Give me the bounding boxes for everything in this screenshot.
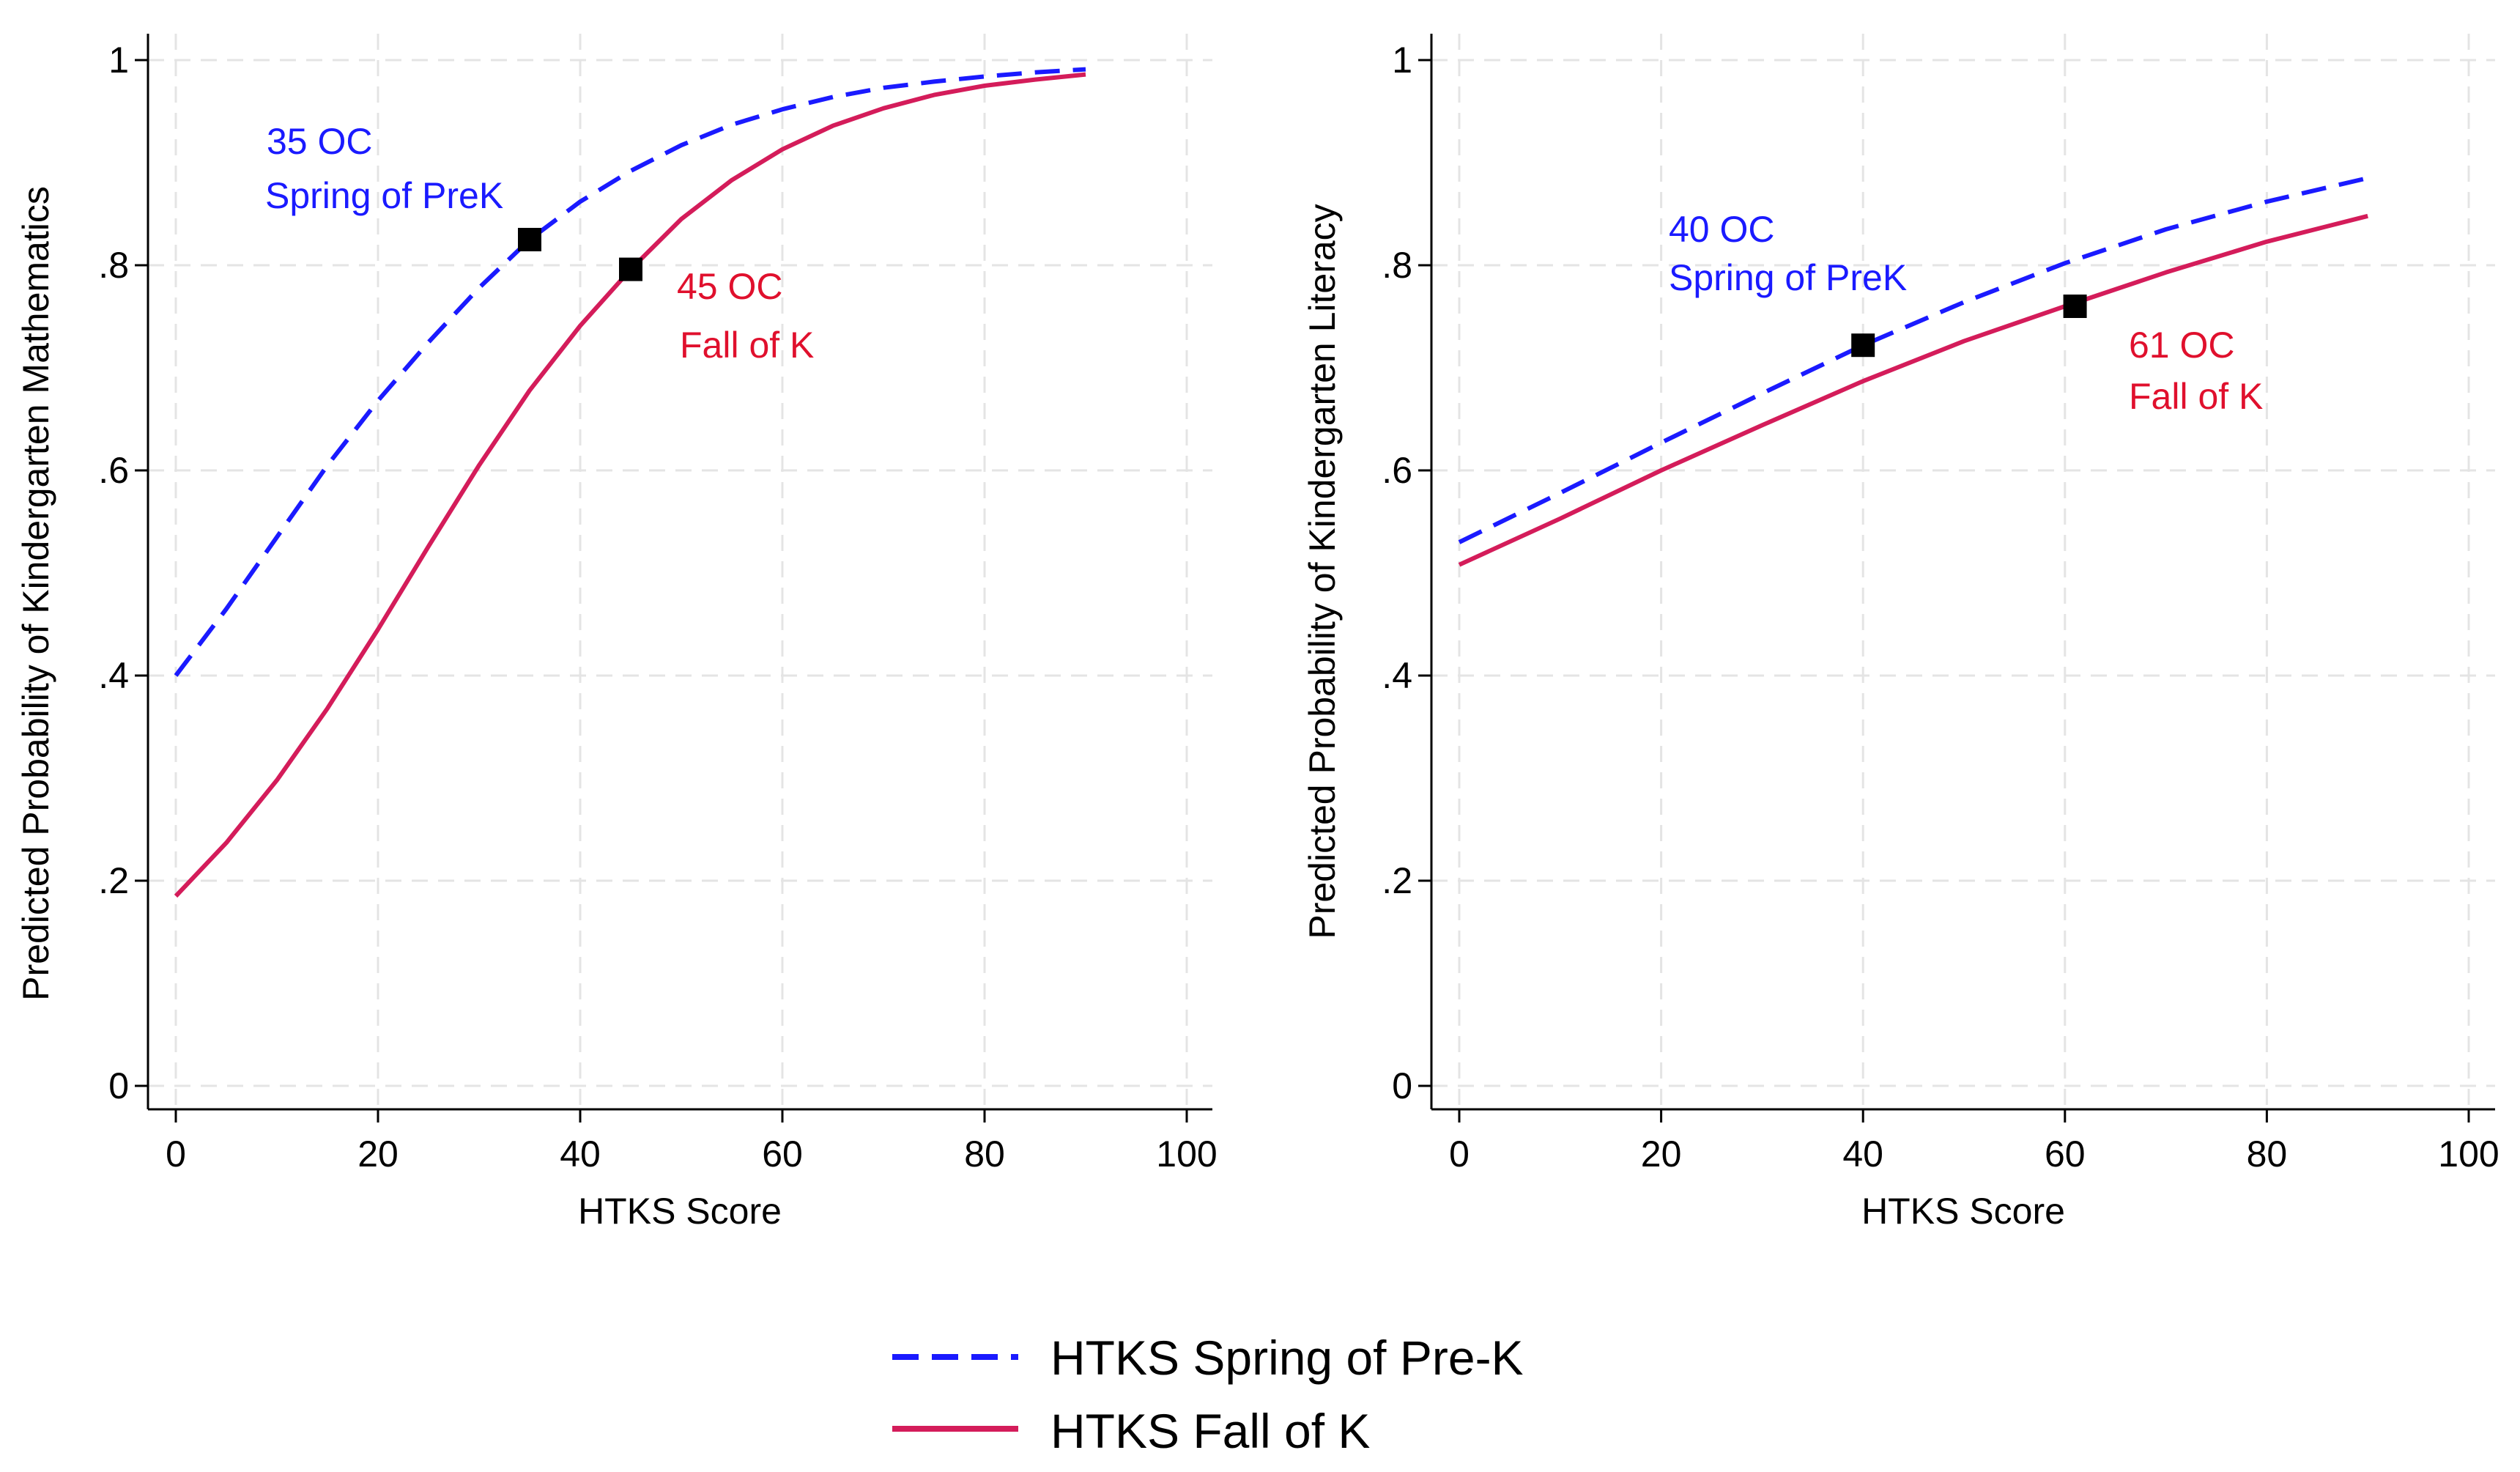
left-marker-spring [518,228,541,251]
left-x-axis-label: HTKS Score [578,1191,782,1232]
left-markers [518,228,642,281]
right-line-spring-prek [1458,176,2368,544]
right-markers [1851,295,2087,358]
left-y-tick-label: .8 [98,245,129,286]
right-x-axis-label: HTKS Score [1861,1191,2065,1232]
right-x-tick-label: 20 [1641,1133,1682,1175]
right-y-ticks: 0 .2 .4 .6 .8 1 [1382,40,1431,1106]
left-line-spring-prek [174,67,1086,677]
left-x-tick-label: 60 [762,1133,803,1175]
left-y-tick-label: 0 [108,1065,129,1106]
right-chart-literacy: 0 20 40 60 80 100 0 .2 .4 .6 .8 1 HTKS Score Predi… [1302,34,2499,1232]
legend-item-spring: HTKS Spring of Pre-K [892,1331,1524,1385]
right-line-fall-k [1458,213,2368,567]
right-y-tick-label: 1 [1392,40,1412,81]
left-x-tick-label: 0 [166,1133,186,1175]
right-y-axis-label: Predicted Probability of Kindergarten Li… [1302,204,1343,939]
left-x-tick-label: 40 [560,1133,601,1175]
right-series [1458,176,2368,567]
left-y-axis-label: Predicted Probability of Kindergarten Ma… [15,186,56,1001]
left-x-ticks: 0 20 40 60 80 100 [166,1109,1218,1175]
right-annotation-spring-line2: Spring of PreK [1669,257,1907,298]
left-annotation-fall-line2: Fall of K [680,325,814,366]
right-x-tick-label: 0 [1449,1133,1470,1175]
left-y-ticks: 0 .2 .4 .6 .8 1 [98,40,148,1106]
left-annotation-fall-line1: 45 OC [677,266,783,307]
left-x-tick-label: 80 [964,1133,1005,1175]
left-y-tick-label: .2 [98,860,129,901]
left-x-tick-label: 100 [1156,1133,1217,1175]
right-x-tick-label: 100 [2438,1133,2499,1175]
right-y-tick-label: .6 [1382,450,1412,491]
right-y-tick-label: .8 [1382,245,1412,286]
left-annotation-spring-line2: Spring of PreK [265,175,503,216]
right-annotation-spring: 40 OC Spring of PreK [1669,209,1907,298]
left-y-tick-label: .6 [98,450,129,491]
left-marker-fall [619,257,642,281]
right-annotation-fall: 61 OC Fall of K [2129,325,2263,417]
right-y-tick-label: 0 [1392,1065,1412,1106]
legend-item-fall: HTKS Fall of K [892,1404,1370,1458]
left-annotation-fall: 45 OC Fall of K [677,266,814,366]
right-marker-spring [1851,333,1875,358]
legend-label-spring: HTKS Spring of Pre-K [1050,1331,1524,1385]
right-x-ticks: 0 20 40 60 80 100 [1449,1109,2499,1175]
right-annotation-fall-line2: Fall of K [2129,376,2263,417]
left-annotation-spring-line1: 35 OC [267,121,373,162]
left-y-tick-label: 1 [108,40,129,81]
right-annotation-spring-line1: 40 OC [1669,209,1775,250]
right-marker-fall [2063,295,2087,318]
legend: HTKS Spring of Pre-K HTKS Fall of K [892,1331,1524,1458]
left-gridlines [148,34,1212,1109]
right-x-tick-label: 40 [1842,1133,1883,1175]
left-y-tick-label: .4 [98,655,129,696]
left-x-tick-label: 20 [357,1133,399,1175]
right-y-tick-label: .2 [1382,860,1412,901]
right-x-tick-label: 80 [2247,1133,2288,1175]
left-chart-mathematics: 0 20 40 60 80 100 0 .2 .4 .6 .8 1 HTKS Score Predi… [15,34,1218,1232]
right-annotation-fall-line1: 61 OC [2129,325,2235,366]
right-gridlines [1431,34,2495,1109]
legend-label-fall: HTKS Fall of K [1050,1404,1370,1458]
left-annotation-spring: 35 OC Spring of PreK [265,121,503,216]
right-x-tick-label: 60 [2045,1133,2086,1175]
right-y-tick-label: .4 [1382,655,1412,696]
